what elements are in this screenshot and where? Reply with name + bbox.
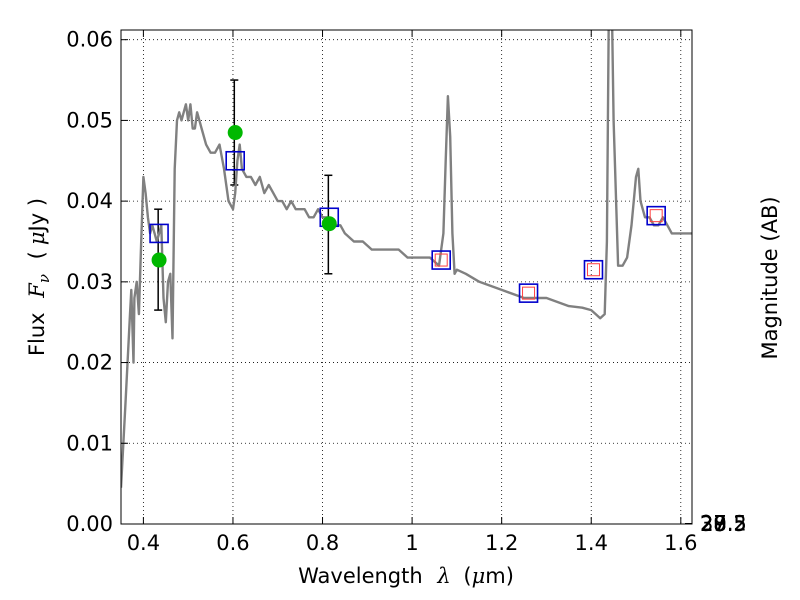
band-marker-red (649, 209, 663, 223)
model-band-square (149, 223, 169, 244)
spectrum-group (121, 30, 692, 488)
right-tick-label: 27.5 (700, 512, 747, 536)
y-tick-label: 0.00 (66, 512, 113, 536)
x-tick-label: 1.2 (485, 531, 518, 555)
right-tick-label: 30 (700, 512, 727, 536)
model-band-square (518, 283, 539, 303)
x-tick-label: 1.6 (664, 531, 697, 555)
markers-group (149, 125, 666, 303)
x-tick-label: 0.4 (127, 531, 160, 555)
model-band-square (583, 259, 604, 280)
x-tick-label: 0.8 (306, 531, 339, 555)
right-tick-label: 29 (700, 512, 727, 536)
x-tick-label: 1 (405, 531, 418, 555)
x-axis-label: Wavelength λ (μm) (298, 564, 514, 588)
y-axis-label: Flux Fν (μJy ) (25, 198, 54, 356)
y-tick-label: 0.05 (66, 108, 113, 132)
y-tick-label: 0.02 (66, 351, 113, 375)
model-band-square (225, 150, 245, 171)
band-marker-red (522, 286, 536, 300)
y-tick-label: 0.03 (66, 270, 113, 294)
right-tick-label: 28 (700, 512, 727, 536)
y-tick-label: 0.06 (66, 28, 113, 52)
model-band-square (646, 205, 666, 226)
observed-point (321, 216, 337, 232)
right-axis-label: Magnitude (AB) (758, 196, 782, 359)
y-ticks: 0.00 0.01 0.02 0.03 0.04 0.05 0.06 (66, 28, 128, 536)
band-marker-red (434, 253, 448, 267)
x-tick-label: 0.6 (216, 531, 249, 555)
right-tick-label: 27.2 (700, 512, 747, 536)
right-tick-label: 28.5 (700, 512, 747, 536)
x-tick-label: 1.4 (575, 531, 608, 555)
y-tick-label: 0.01 (66, 431, 113, 455)
plot-frame (120, 29, 693, 525)
observed-point (151, 252, 167, 268)
x-ticks: 0.4 0.6 0.8 1 1.2 1.4 1.6 (127, 30, 698, 555)
right-tick-label: 27 (700, 512, 727, 536)
model-band-square (431, 250, 452, 270)
observed-point (227, 125, 243, 141)
spectrum-line (121, 30, 692, 488)
y-tick-label: 0.04 (66, 189, 113, 213)
band-marker-red (586, 263, 600, 277)
